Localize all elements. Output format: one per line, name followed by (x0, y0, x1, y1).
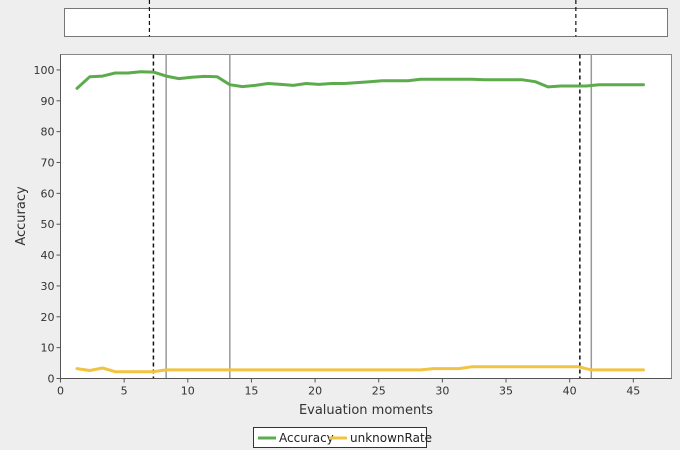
x-tick-label: 15 (244, 385, 258, 398)
event-markers (152, 54, 593, 379)
y-tick-label: 20 (41, 311, 55, 324)
y-tick-label: 40 (41, 249, 55, 262)
x-axis-title: Evaluation moments (299, 403, 433, 418)
x-tick-label: 10 (181, 385, 195, 398)
legend-label-unknownrate: unknownRate (350, 431, 432, 445)
plot-area (60, 54, 672, 379)
y-axis-title: Accuracy (14, 186, 29, 246)
legend[interactable]: Accuracy unknownRate (253, 427, 433, 448)
overview-markers (148, 0, 577, 37)
axes: 0 5 10 15 20 25 30 35 40 45 0 10 20 30 40 50 60 70 80 90 100 (34, 54, 672, 398)
y-tick-label: 60 (41, 187, 55, 200)
x-tick-label: 20 (308, 385, 322, 398)
y-tick-label: 0 (48, 373, 55, 386)
series-lines (75, 70, 645, 374)
x-tick-label: 30 (435, 385, 449, 398)
x-tick-label: 25 (372, 385, 386, 398)
series-line-unknownrate (75, 365, 645, 374)
overview-panel (64, 8, 668, 37)
y-tick-label: 10 (41, 342, 55, 355)
y-tick-label: 70 (41, 157, 55, 170)
y-tick-label: 50 (41, 218, 55, 231)
x-tick-label: 40 (563, 385, 577, 398)
x-tick-label: 5 (121, 385, 128, 398)
x-tick-label: 0 (57, 385, 64, 398)
y-tick-label: 100 (34, 64, 55, 77)
y-tick-label: 90 (41, 95, 55, 108)
y-tick-label: 30 (41, 280, 55, 293)
x-tick-label: 35 (499, 385, 513, 398)
y-tick-label: 80 (41, 126, 55, 139)
x-tick-label: 45 (626, 385, 640, 398)
series-line-accuracy (75, 70, 645, 90)
legend-label-accuracy: Accuracy (279, 431, 334, 445)
